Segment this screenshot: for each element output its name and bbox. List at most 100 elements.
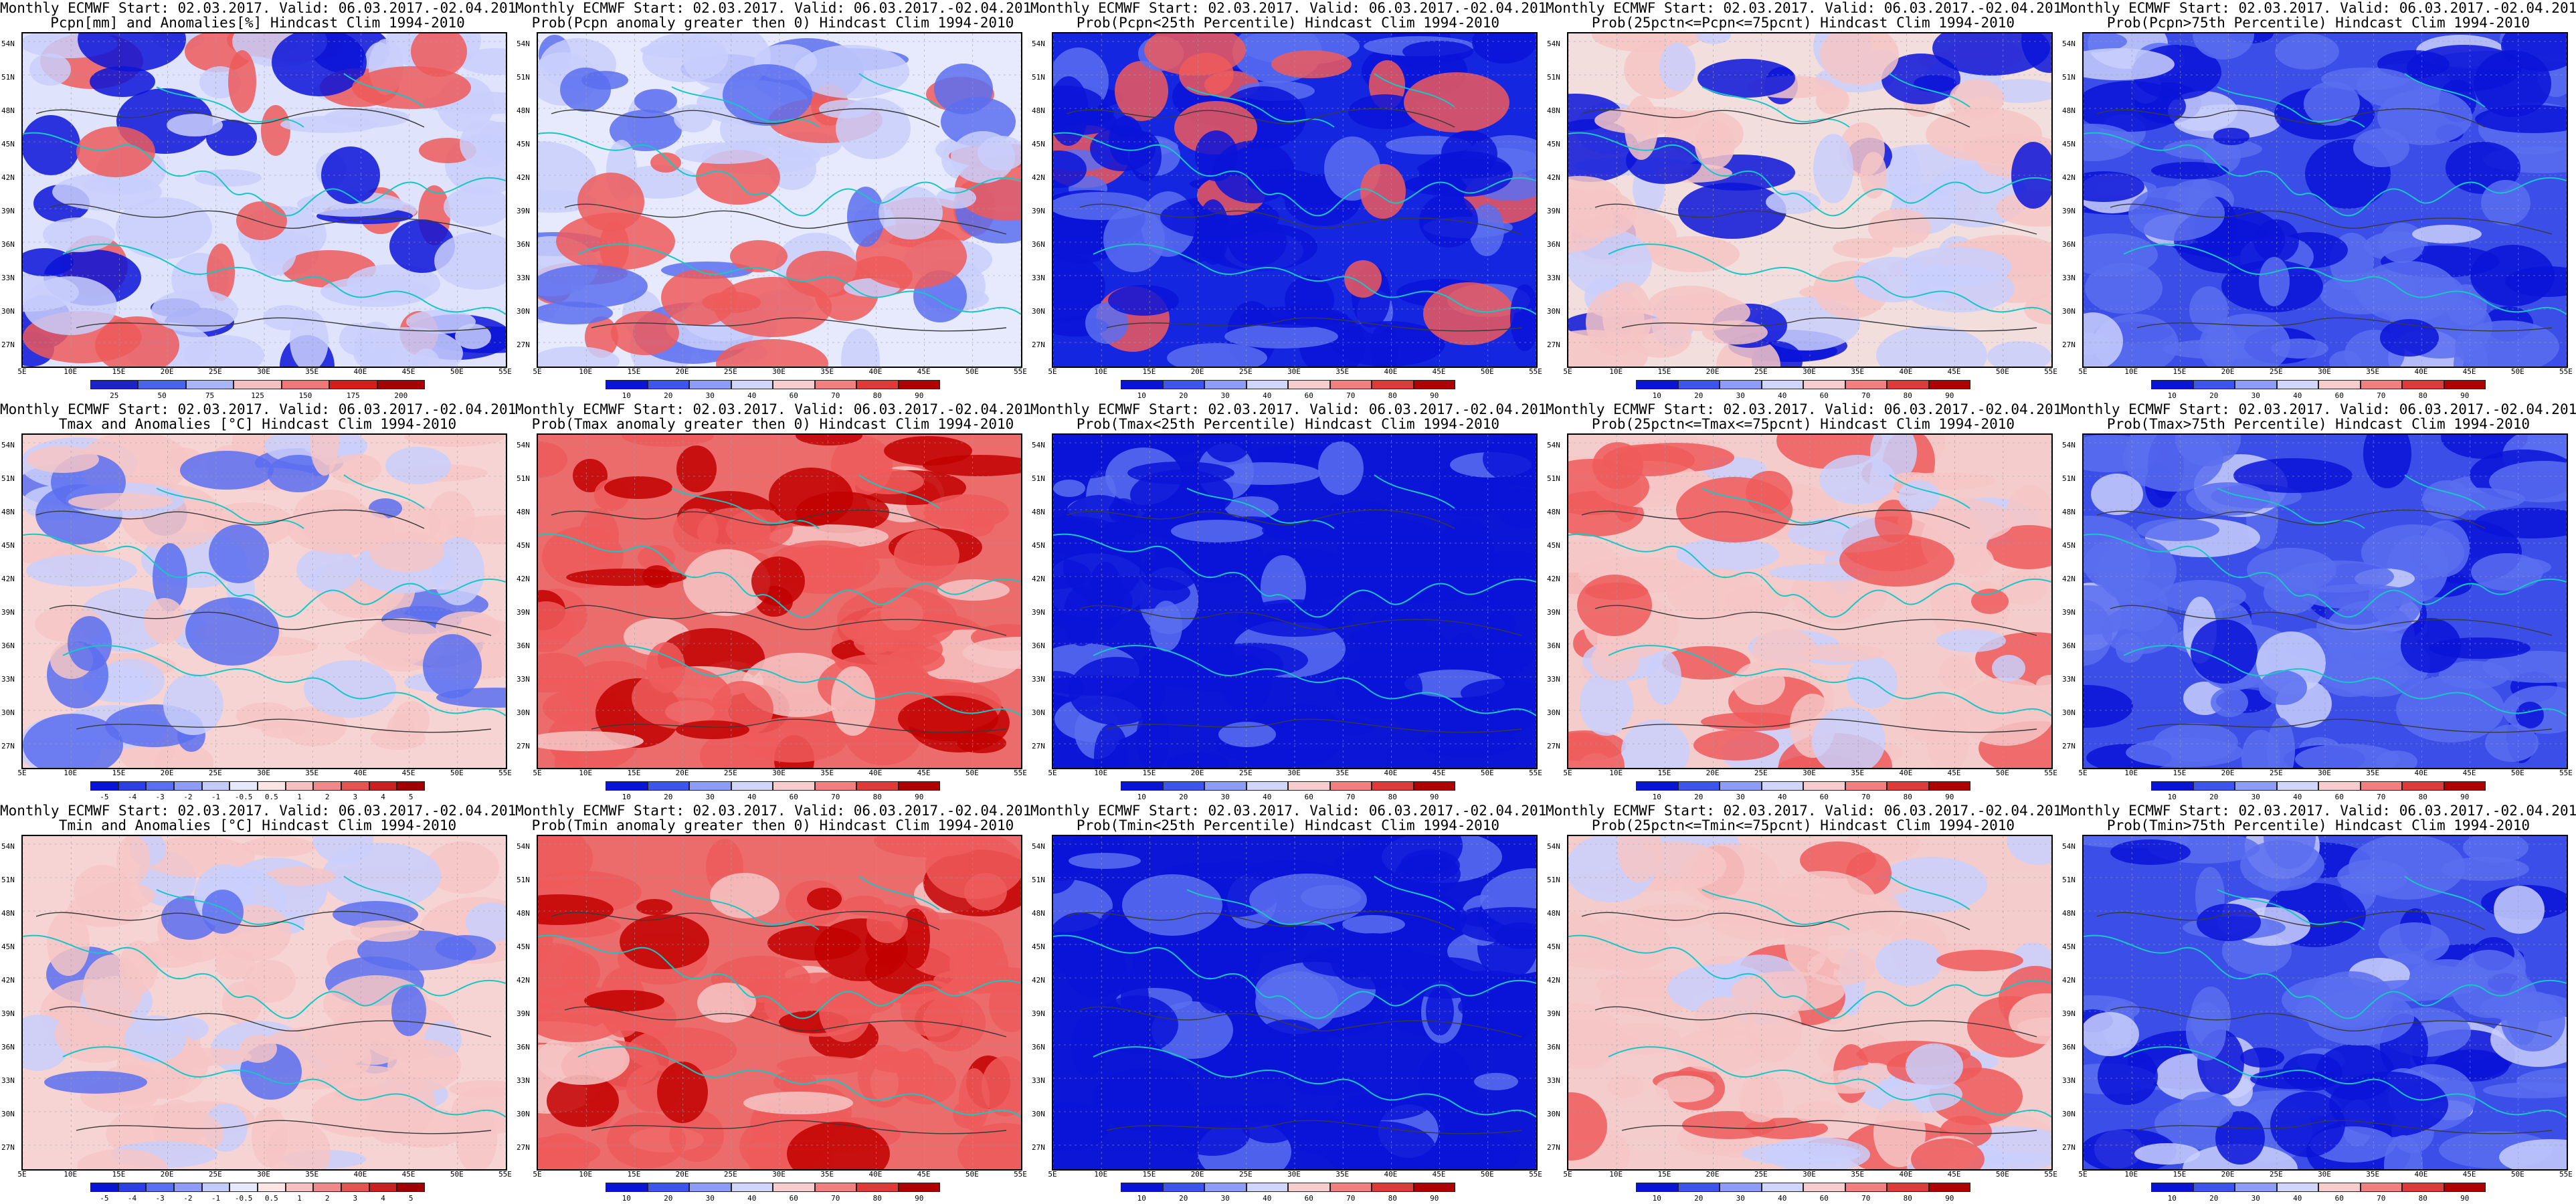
longitude-label: 35E (2366, 769, 2380, 777)
color-bar-segment (2360, 1183, 2402, 1192)
panel-title-line2: Prob(Tmax<25th Percentile) Hindcast Clim… (1076, 416, 1500, 432)
latitude-label: 45N (2062, 541, 2076, 550)
color-bar-segment (1636, 1183, 1678, 1192)
shaded-region (90, 66, 155, 97)
shaded-region (2084, 685, 2133, 728)
shaded-region (1458, 989, 1536, 1025)
shaded-region (1404, 72, 1509, 132)
shaded-region (347, 264, 440, 303)
color-bar-tick-label: 2 (325, 1194, 330, 1203)
longitude-label: 30E (772, 769, 786, 777)
longitude-label: 15E (1657, 1170, 1671, 1179)
shaded-region (1629, 318, 1691, 358)
shaded-region (936, 187, 976, 209)
shaded-region (1137, 1103, 1206, 1126)
shaded-region (1932, 33, 2050, 76)
shaded-region (2494, 886, 2545, 934)
shaded-region (1085, 302, 1128, 344)
color-bar-segment (1677, 380, 1720, 389)
color-bar-segment (2360, 380, 2402, 389)
shaded-region (2324, 601, 2415, 670)
shaded-region (683, 549, 770, 616)
shaded-region (2098, 1047, 2158, 1105)
shaded-region (1115, 61, 1168, 121)
map-area (1567, 835, 2053, 1171)
longitude-label: 35E (1851, 769, 1865, 777)
color-bar-tick-label: 200 (394, 391, 408, 400)
shaded-region (144, 598, 185, 643)
latitude-label: 42N (2062, 575, 2076, 583)
shaded-region (1617, 836, 1661, 882)
shaded-region (1568, 119, 1639, 182)
shaded-region (2205, 314, 2290, 367)
latitude-label: 42N (1547, 575, 1560, 583)
color-bar-tick-label: 90 (1430, 1194, 1439, 1203)
map-panel: Monthly ECMWF Start: 02.03.2017. Valid: … (0, 401, 515, 803)
color-bar-tick-label: 70 (1346, 793, 1356, 801)
shaded-region (1580, 672, 1633, 736)
latitude-label: 48N (517, 508, 530, 516)
map-svg (2084, 836, 2567, 1169)
shaded-region (167, 114, 223, 136)
longitude-label: 25E (2269, 1170, 2283, 1179)
shaded-region (1676, 538, 1779, 571)
color-bar-segment (898, 380, 940, 389)
color-bar (606, 380, 940, 389)
shaded-region (2377, 89, 2472, 145)
color-bar-tick-label: 90 (2460, 793, 2470, 801)
latitude-label: 36N (2062, 1043, 2076, 1051)
longitude-label: 20E (1190, 1170, 1204, 1179)
shaded-region (460, 120, 506, 168)
shaded-region (2009, 993, 2051, 1044)
shaded-region (1696, 33, 1731, 44)
color-bar-tick-label: 5 (408, 793, 413, 801)
latitude-label: 48N (1032, 508, 1045, 516)
latitude-label: 42N (517, 575, 530, 583)
shaded-region (1352, 567, 1459, 604)
latitude-label: 45N (1547, 140, 1560, 148)
color-bar-tick-label: 80 (1388, 391, 1397, 400)
longitude-label: 55E (1529, 1170, 1542, 1179)
color-bar-segment (2276, 1183, 2318, 1192)
longitude-label: 5E (17, 367, 27, 376)
shaded-region (1992, 655, 2025, 682)
color-bar-tick-label: 60 (1819, 793, 1829, 801)
longitude-label: 25E (1238, 367, 1253, 376)
color-bar-segment (2318, 380, 2361, 389)
shaded-region (466, 902, 506, 942)
shaded-region (1065, 940, 1127, 998)
color-bar-segment (118, 781, 147, 791)
longitude-label: 30E (1803, 769, 1816, 777)
panel-title-line1: Monthly ECMWF Start: 02.03.2017. Valid: … (515, 401, 1030, 417)
color-bar-segment (1887, 781, 1929, 791)
color-bar-segment (731, 380, 773, 389)
shaded-region (2116, 633, 2144, 663)
latitude-label: 39N (1, 1009, 15, 1018)
shaded-region (538, 1034, 630, 1085)
shaded-region (2084, 1012, 2139, 1056)
color-bar-tick-label: 70 (1861, 793, 1871, 801)
shaded-region (236, 201, 287, 240)
latitude-label: 36N (1547, 1043, 1560, 1051)
longitude-label: 45E (401, 1170, 416, 1179)
map-panel: Monthly ECMWF Start: 02.03.2017. Valid: … (0, 803, 515, 1204)
longitude-label: 30E (1803, 1170, 1816, 1179)
shaded-region (716, 339, 828, 367)
longitude-label: 5E (533, 367, 542, 376)
latitude-label: 36N (2062, 641, 2076, 650)
longitude-label: 55E (2044, 1170, 2057, 1179)
coastline (23, 474, 506, 716)
shaded-region (1956, 678, 2051, 746)
map-panel: Monthly ECMWF Start: 02.03.2017. Valid: … (1030, 0, 1546, 401)
shaded-region (1277, 1039, 1342, 1076)
shaded-region (1869, 892, 1901, 936)
map-svg (1568, 435, 2051, 768)
color-bar (1636, 781, 1970, 791)
shaded-region (1568, 950, 1664, 970)
shaded-region (209, 524, 269, 583)
shaded-region (167, 1048, 252, 1066)
longitude-label: 15E (112, 367, 126, 376)
shaded-region (2136, 518, 2219, 541)
longitude-label: 20E (1190, 367, 1204, 376)
shaded-region (1911, 1138, 1985, 1169)
